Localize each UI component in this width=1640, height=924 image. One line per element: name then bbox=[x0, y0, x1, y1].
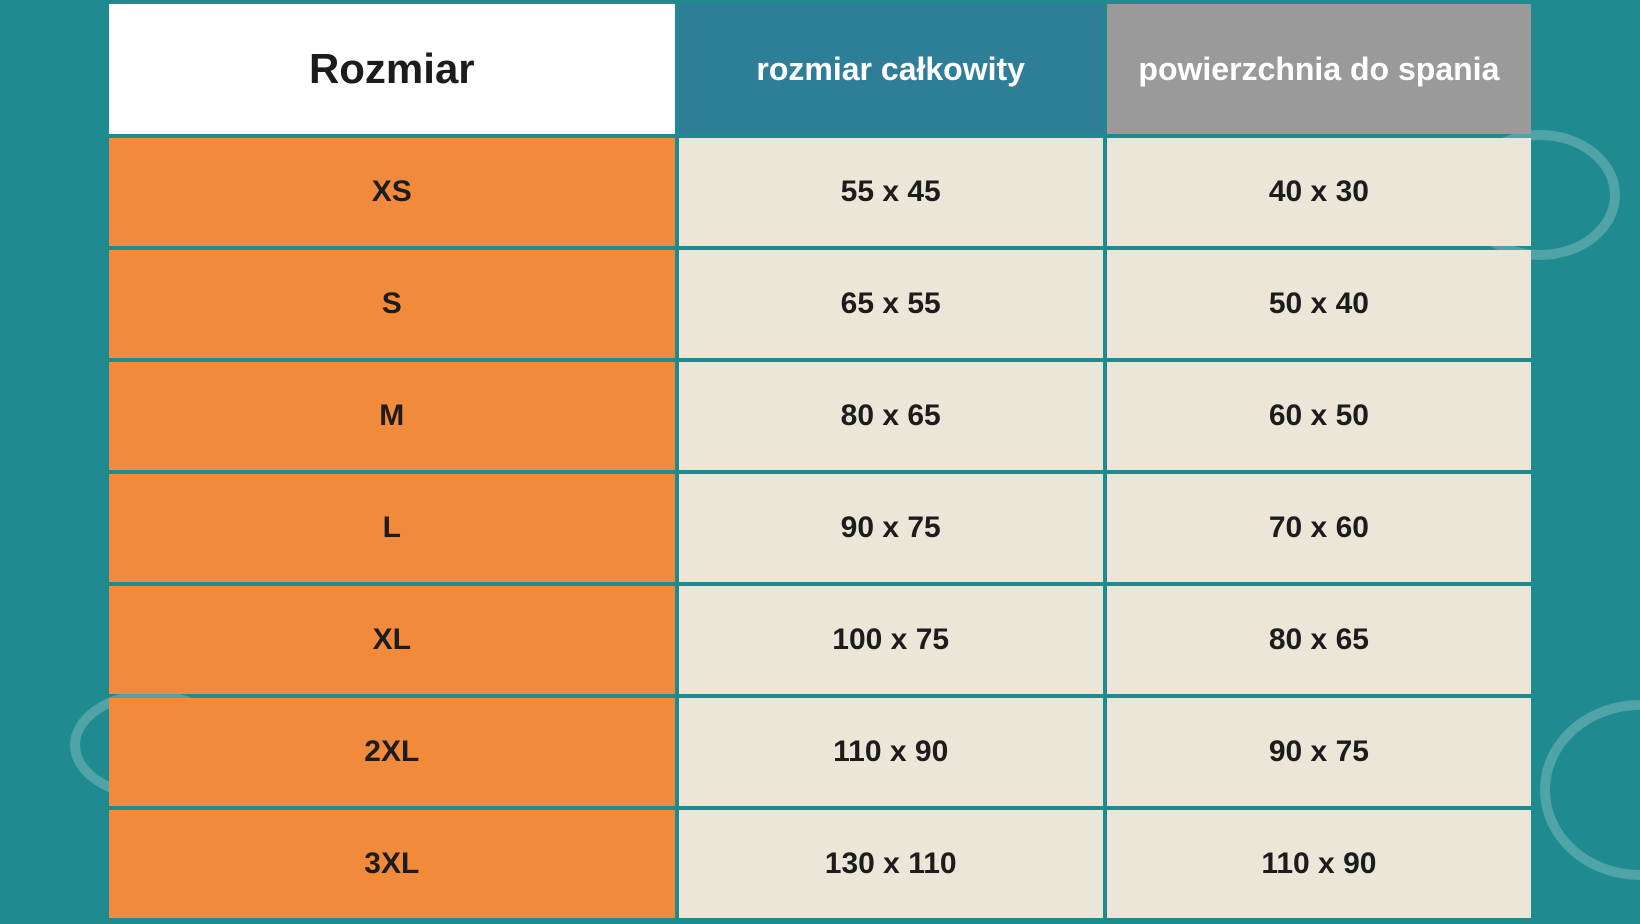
cell-total: 55 x 45 bbox=[679, 138, 1103, 246]
table-row: 3XL 130 x 110 110 x 90 bbox=[109, 810, 1531, 918]
table-row: XS 55 x 45 40 x 30 bbox=[109, 138, 1531, 246]
cell-sleep: 90 x 75 bbox=[1107, 698, 1531, 806]
cell-size: XL bbox=[109, 586, 675, 694]
header-sleep: powierzchnia do spania bbox=[1107, 4, 1531, 134]
table-row: XL 100 x 75 80 x 65 bbox=[109, 586, 1531, 694]
table-row: S 65 x 55 50 x 40 bbox=[109, 250, 1531, 358]
table-row: 2XL 110 x 90 90 x 75 bbox=[109, 698, 1531, 806]
cell-total: 80 x 65 bbox=[679, 362, 1103, 470]
size-table-container: Rozmiar rozmiar całkowity powierzchnia d… bbox=[105, 0, 1535, 922]
cell-sleep: 50 x 40 bbox=[1107, 250, 1531, 358]
decoration-squiggle bbox=[1540, 700, 1640, 880]
header-size: Rozmiar bbox=[109, 4, 675, 134]
page-canvas: Rozmiar rozmiar całkowity powierzchnia d… bbox=[0, 0, 1640, 924]
cell-size: XS bbox=[109, 138, 675, 246]
cell-sleep: 60 x 50 bbox=[1107, 362, 1531, 470]
cell-sleep: 40 x 30 bbox=[1107, 138, 1531, 246]
table-header-row: Rozmiar rozmiar całkowity powierzchnia d… bbox=[109, 4, 1531, 134]
cell-sleep: 110 x 90 bbox=[1107, 810, 1531, 918]
cell-size: M bbox=[109, 362, 675, 470]
header-total: rozmiar całkowity bbox=[679, 4, 1103, 134]
cell-sleep: 80 x 65 bbox=[1107, 586, 1531, 694]
cell-sleep: 70 x 60 bbox=[1107, 474, 1531, 582]
cell-size: 3XL bbox=[109, 810, 675, 918]
table-row: M 80 x 65 60 x 50 bbox=[109, 362, 1531, 470]
table-row: L 90 x 75 70 x 60 bbox=[109, 474, 1531, 582]
cell-total: 90 x 75 bbox=[679, 474, 1103, 582]
size-table: Rozmiar rozmiar całkowity powierzchnia d… bbox=[105, 0, 1535, 922]
cell-size: L bbox=[109, 474, 675, 582]
cell-size: 2XL bbox=[109, 698, 675, 806]
cell-total: 100 x 75 bbox=[679, 586, 1103, 694]
cell-total: 130 x 110 bbox=[679, 810, 1103, 918]
cell-total: 110 x 90 bbox=[679, 698, 1103, 806]
cell-size: S bbox=[109, 250, 675, 358]
cell-total: 65 x 55 bbox=[679, 250, 1103, 358]
